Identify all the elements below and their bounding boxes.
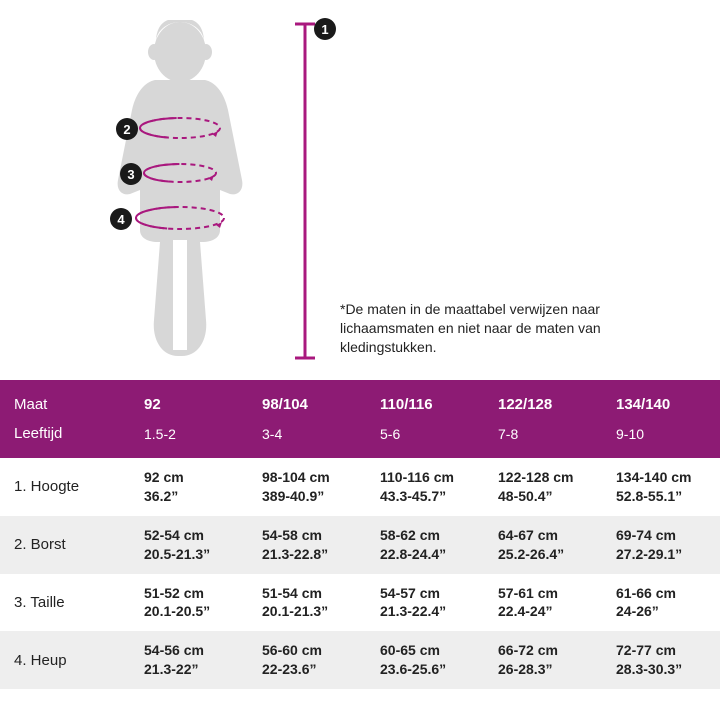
size-table: Maat9298/104110/116122/128134/140Leeftij… xyxy=(0,380,720,689)
measurement-cell: 56-60 cm22-23.6” xyxy=(248,631,366,689)
header-label: Leeftijd xyxy=(0,419,130,458)
measurement-cell: 110-116 cm43.3-45.7” xyxy=(366,458,484,516)
measurement-cell: 51-52 cm20.1-20.5” xyxy=(130,574,248,632)
measurement-label: 2. Borst xyxy=(0,516,130,574)
measurement-row: 1. Hoogte92 cm36.2”98-104 cm389-40.9”110… xyxy=(0,458,720,516)
header-value: 98/104 xyxy=(248,380,366,419)
header-value: 92 xyxy=(130,380,248,419)
measurement-label: 1. Hoogte xyxy=(0,458,130,516)
header-value: 122/128 xyxy=(484,380,602,419)
header-label: Maat xyxy=(0,380,130,419)
header-value: 110/116 xyxy=(366,380,484,419)
measurement-label: 4. Heup xyxy=(0,631,130,689)
measurement-cell: 60-65 cm23.6-25.6” xyxy=(366,631,484,689)
header-row-size: Maat9298/104110/116122/128134/140 xyxy=(0,380,720,419)
measurement-row: 3. Taille51-52 cm20.1-20.5”51-54 cm20.1-… xyxy=(0,574,720,632)
header-value: 3-4 xyxy=(248,419,366,458)
measurement-cell: 54-58 cm21.3-22.8” xyxy=(248,516,366,574)
header-value: 1.5-2 xyxy=(130,419,248,458)
measurement-cell: 58-62 cm22.8-24.4” xyxy=(366,516,484,574)
measurement-cell: 66-72 cm26-28.3” xyxy=(484,631,602,689)
size-table-body: Maat9298/104110/116122/128134/140Leeftij… xyxy=(0,380,720,689)
badge-3: 3 xyxy=(120,163,142,185)
measurement-cell: 98-104 cm389-40.9” xyxy=(248,458,366,516)
measurement-row: 4. Heup54-56 cm21.3-22”56-60 cm22-23.6”6… xyxy=(0,631,720,689)
child-silhouette xyxy=(100,20,280,360)
measurement-cell: 92 cm36.2” xyxy=(130,458,248,516)
measurement-cell: 54-57 cm21.3-22.4” xyxy=(366,574,484,632)
badge-4: 4 xyxy=(110,208,132,230)
badge-1: 1 xyxy=(314,18,336,40)
header-row-age: Leeftijd1.5-23-45-67-89-10 xyxy=(0,419,720,458)
header-value: 5-6 xyxy=(366,419,484,458)
footnote-text: *De maten in de maattabel verwijzen naar… xyxy=(340,300,670,357)
header-value: 9-10 xyxy=(602,419,720,458)
measurement-diagram: 1 2 3 4 *De maten in de maattabel verwij… xyxy=(0,0,720,380)
measurement-cell: 69-74 cm27.2-29.1” xyxy=(602,516,720,574)
measurement-cell: 52-54 cm20.5-21.3” xyxy=(130,516,248,574)
measurement-cell: 61-66 cm24-26” xyxy=(602,574,720,632)
measurement-label: 3. Taille xyxy=(0,574,130,632)
measurement-cell: 51-54 cm20.1-21.3” xyxy=(248,574,366,632)
measurement-cell: 72-77 cm28.3-30.3” xyxy=(602,631,720,689)
header-value: 134/140 xyxy=(602,380,720,419)
measurement-row: 2. Borst52-54 cm20.5-21.3”54-58 cm21.3-2… xyxy=(0,516,720,574)
measurement-cell: 64-67 cm25.2-26.4” xyxy=(484,516,602,574)
measurement-cell: 134-140 cm52.8-55.1” xyxy=(602,458,720,516)
measurement-cell: 57-61 cm22.4-24” xyxy=(484,574,602,632)
header-value: 7-8 xyxy=(484,419,602,458)
height-indicator xyxy=(295,22,325,362)
measurement-cell: 122-128 cm48-50.4” xyxy=(484,458,602,516)
badge-2: 2 xyxy=(116,118,138,140)
measurement-cell: 54-56 cm21.3-22” xyxy=(130,631,248,689)
